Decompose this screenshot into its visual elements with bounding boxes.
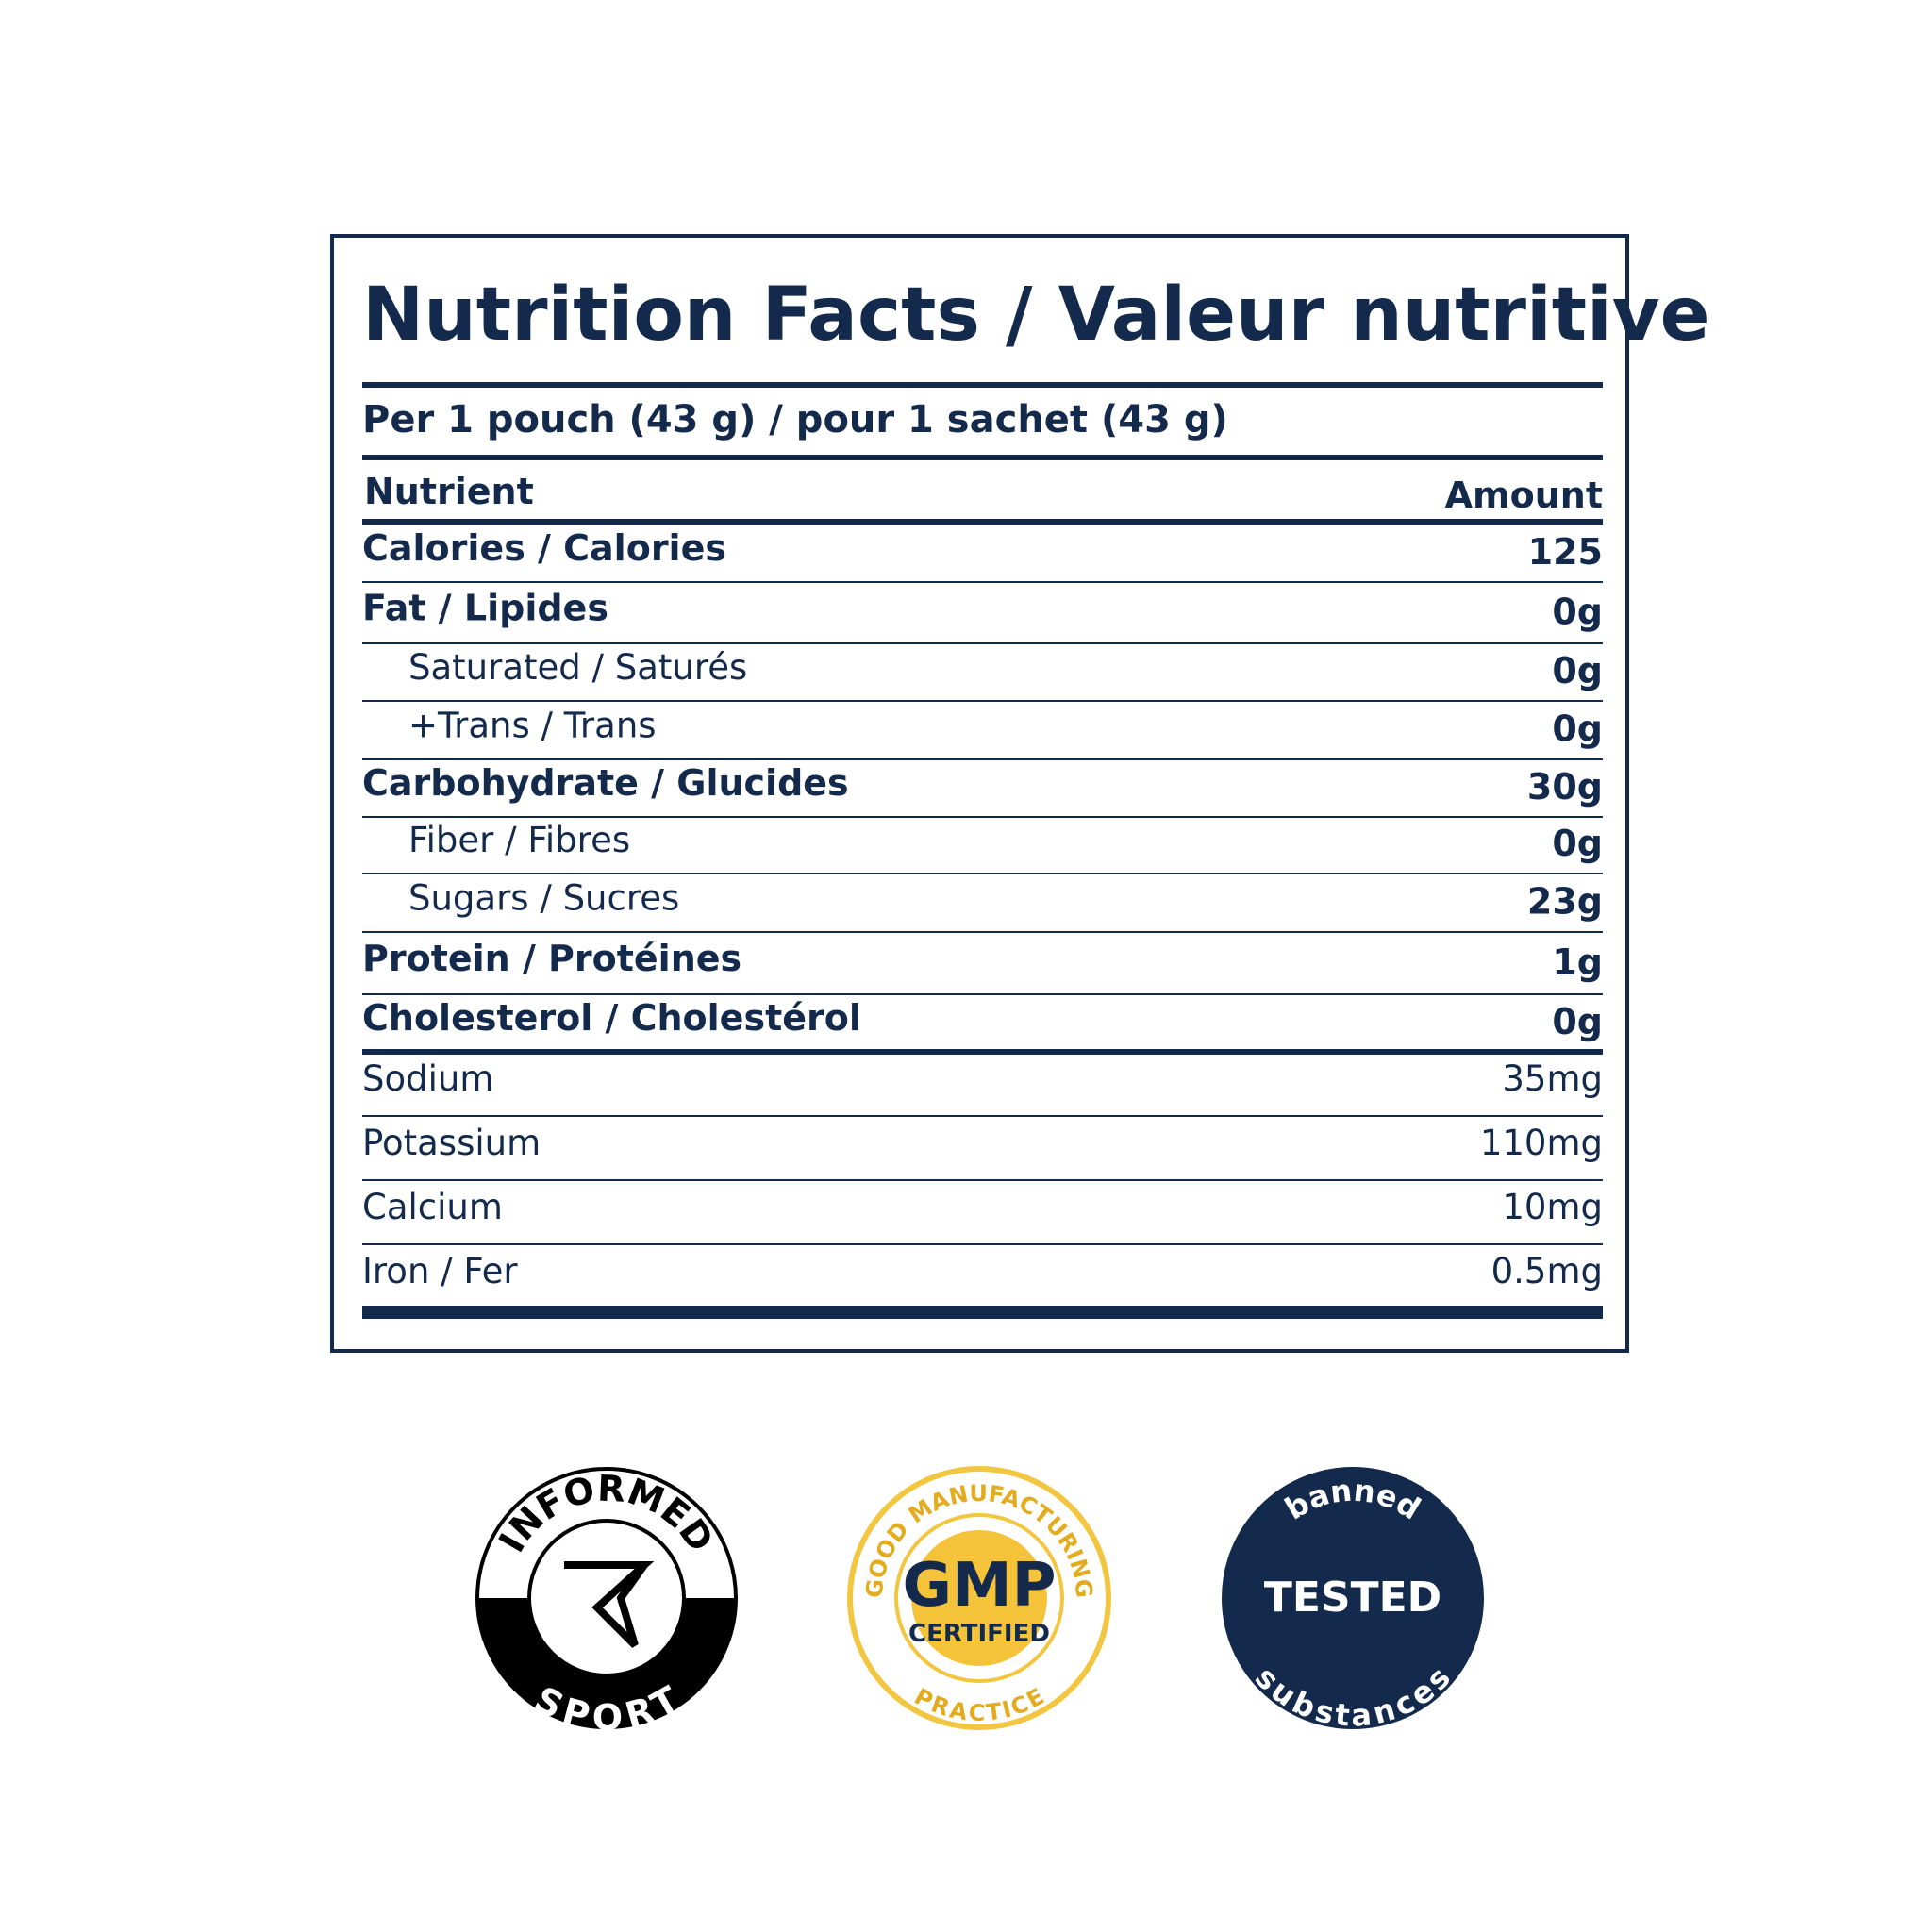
mineral-amount: 110mg (1480, 1123, 1603, 1163)
mineral-amount: 10mg (1502, 1187, 1603, 1227)
nutrient-amount: 0g (1552, 823, 1603, 864)
column-header: Nutrient (364, 471, 534, 512)
rule (362, 873, 1603, 874)
nutrient-name: Carbohydrate / Glucides (362, 762, 849, 804)
rule (362, 455, 1603, 460)
badge-logo (564, 1561, 655, 1648)
nutrient-amount: 30g (1527, 766, 1603, 808)
mineral-name: Sodium (362, 1058, 493, 1099)
badge-center: GMP (902, 1551, 1056, 1621)
badge-disc (1222, 1467, 1484, 1729)
nutrient-amount: 0g (1552, 650, 1603, 691)
badge-sub: CERTIFIED (908, 1620, 1050, 1648)
badge-center: TESTED (1264, 1574, 1441, 1622)
rule (362, 1179, 1603, 1181)
rule (362, 931, 1603, 933)
rule (362, 519, 1603, 525)
nutrient-amount: 23g (1527, 880, 1603, 922)
nutrient-name: Cholesterol / Cholestérol (362, 997, 861, 1039)
nutrient-name: Protein / Protéines (362, 938, 741, 979)
rule (362, 581, 1603, 583)
rule (362, 1049, 1603, 1055)
rule (362, 1243, 1603, 1245)
mineral-amount: 0.5mg (1491, 1251, 1603, 1291)
nutrient-name: +Trans / Trans (408, 705, 657, 745)
nutrient-amount: 0g (1552, 591, 1603, 632)
nutrient-name: Saturated / Saturés (408, 647, 747, 688)
mineral-amount: 35mg (1502, 1058, 1603, 1099)
mineral-name: Iron / Fer (362, 1251, 518, 1291)
nutrient-amount: 0g (1552, 1001, 1603, 1042)
badge-core (911, 1530, 1047, 1666)
mineral-name: Potassium (362, 1123, 541, 1163)
column-header: Amount (1445, 475, 1603, 516)
rule (362, 816, 1603, 818)
nutrient-amount: 1g (1552, 941, 1603, 983)
title: Nutrition Facts / Valeur nutritive (362, 273, 1710, 358)
mineral-name: Calcium (362, 1187, 503, 1227)
rule (362, 1115, 1603, 1117)
nutrient-name: Fiber / Fibres (408, 820, 630, 860)
rule (362, 993, 1603, 995)
nutrient-name: Sugars / Sucres (408, 877, 679, 918)
nutrient-name: Calories / Calories (362, 527, 726, 569)
nutrient-amount: 0g (1552, 708, 1603, 749)
rule (362, 382, 1603, 388)
rule (362, 642, 1603, 644)
label-frame (330, 234, 1629, 1353)
serving: Per 1 pouch (43 g) / pour 1 sachet (43 g… (362, 398, 1228, 441)
rule (362, 758, 1603, 760)
nutrient-amount: 125 (1528, 531, 1603, 573)
nutrient-name: Fat / Lipides (362, 587, 608, 628)
rule (362, 700, 1603, 702)
rule (362, 1306, 1603, 1319)
